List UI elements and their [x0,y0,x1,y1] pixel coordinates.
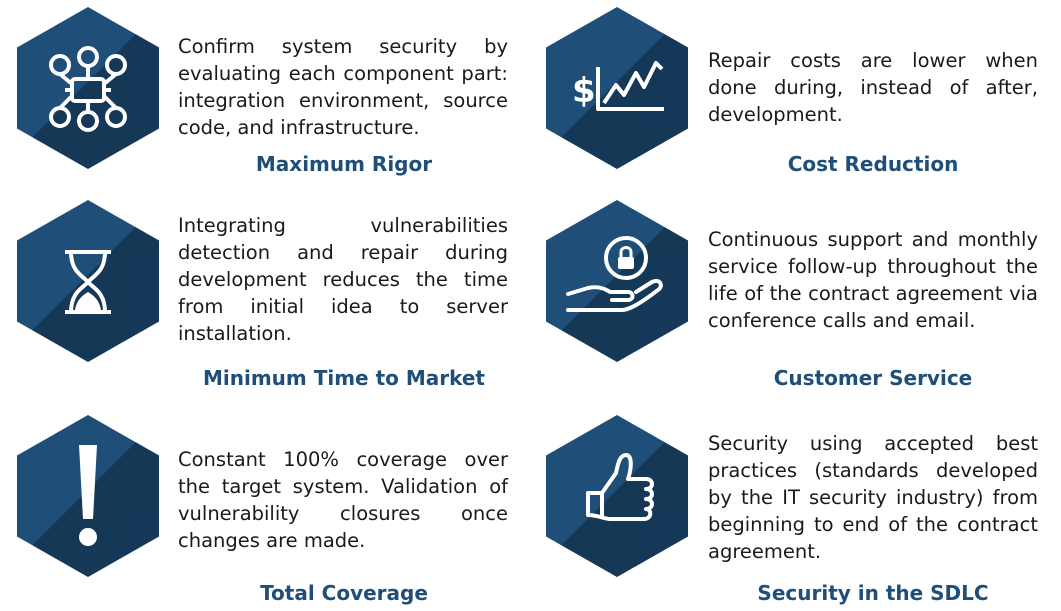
feature-title: Security in the SDLC [757,581,989,605]
thumbs-up-icon [586,453,654,521]
exclamation-icon [79,445,97,546]
feature-description: Security using accepted best practices (… [708,432,1038,563]
hexagon-badge [546,200,688,362]
hexagon-badge: $ [546,7,688,169]
feature-description: Continuous support and monthly service f… [708,228,1038,332]
feature-description: Confirm system security by evaluating ea… [178,35,508,139]
feature-title: Maximum Rigor [255,152,433,176]
hexagon-badge [546,415,688,577]
feature-description: Repair costs are lower when done during,… [708,49,1038,126]
hexagon-badge [17,200,159,362]
svg-text:$: $ [572,71,596,111]
hexagon-badge [17,415,159,577]
hourglass-icon [65,250,111,314]
feature-description: Constant 100% coverage over the target s… [178,448,508,552]
feature-title: Cost Reduction [787,152,959,176]
feature-title: Customer Service [773,366,973,390]
feature-title: Minimum Time to Market [202,366,485,390]
feature-title: Total Coverage [260,581,428,605]
feature-description: Integrating vulnerabilities detection an… [178,214,508,345]
hand-lock-icon [566,236,663,312]
dollar-chart-icon: $ [572,61,664,111]
network-nodes-icon [49,46,127,132]
hexagon-badge [17,7,159,169]
